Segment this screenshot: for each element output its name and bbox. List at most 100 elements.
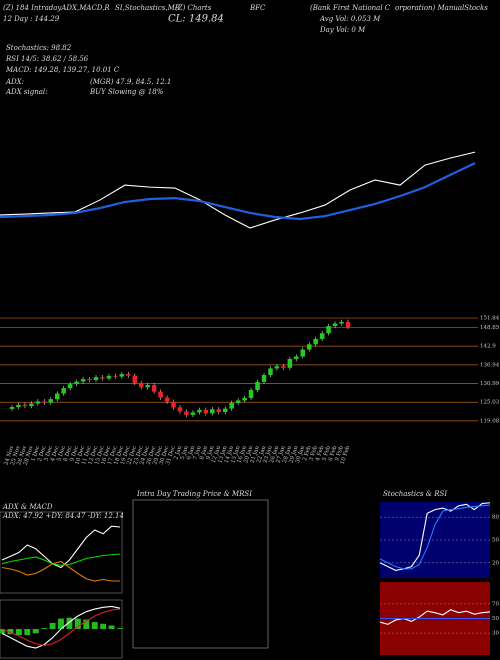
y-tick-label: 125.03 — [480, 400, 500, 406]
x-tick-label: 3 Dec — [43, 445, 54, 462]
histogram-bar — [24, 629, 31, 636]
header-text: (MGR) 47.9, 84.5, 12.1 — [90, 78, 171, 86]
header-text: ADX: — [5, 78, 24, 86]
panel-title: Stochastics & RSI — [383, 490, 447, 498]
x-tick-label: 9 Jan — [206, 445, 216, 461]
x-tick-label: 2 Jan — [173, 445, 183, 461]
candle-body — [29, 403, 34, 407]
x-tick-label: 4 Feb — [315, 445, 326, 462]
x-tick-label: 17 Dec — [107, 445, 119, 465]
x-tick-label: 6 Jan — [186, 445, 196, 461]
panel-subtitle: ADX: 47.92 +DY: 84.47 -DY: 12.14 — [2, 512, 124, 520]
series-line — [0, 162, 476, 221]
series-line — [1, 605, 121, 649]
x-tick-label: 6 Feb — [328, 445, 339, 462]
x-tick-label: 22 Dec — [126, 445, 138, 465]
candle-body — [151, 385, 157, 392]
x-tick-label: 31 Dec — [165, 445, 177, 465]
x-tick-label: 7 Jan — [193, 445, 203, 461]
x-tick-label: 19 Dec — [120, 445, 132, 465]
candle-body — [145, 385, 150, 388]
x-tick-label: 22 Jan — [256, 445, 267, 464]
histogram-bar — [41, 628, 48, 629]
header-text: CL: 149.84 — [168, 14, 224, 25]
candle-body — [106, 375, 112, 379]
candle-body — [16, 404, 21, 408]
y-tick-label: 50 — [492, 616, 499, 622]
y-tick-label: 30 — [492, 631, 499, 637]
candle-body — [42, 401, 47, 403]
x-tick-label: 26 Jan — [269, 445, 280, 464]
x-tick-label: 16 Dec — [101, 445, 113, 465]
x-tick-label: 8 Jan — [199, 445, 209, 461]
candle-body — [158, 391, 163, 398]
panel-frame — [0, 511, 123, 594]
histogram-bar — [49, 622, 56, 629]
candle-body — [332, 323, 338, 327]
candle-body — [67, 384, 73, 389]
candle-body — [126, 374, 131, 376]
x-tick-label: 5 Jan — [180, 445, 190, 461]
x-tick-label: 5 Feb — [321, 445, 332, 462]
candle-body — [216, 409, 222, 413]
header-text: ADX signal: — [5, 88, 47, 96]
header-text: BUY Slowing @ 18% — [89, 88, 164, 96]
candle-body — [203, 409, 209, 414]
panel-bg — [380, 502, 490, 578]
candle-body — [313, 338, 318, 345]
series-line — [0, 151, 476, 229]
header-text: (Z) Charts — [175, 4, 212, 12]
candle-body — [80, 379, 86, 382]
candle-body — [54, 393, 60, 400]
histogram-bar — [7, 629, 14, 635]
candle-body — [222, 408, 228, 413]
x-tick-label: 5 Dec — [56, 445, 67, 462]
candle-body — [48, 399, 54, 403]
x-tick-label: 2 Dec — [37, 445, 48, 462]
x-tick-label: 23 Jan — [263, 445, 274, 464]
x-tick-label: 30 Dec — [159, 445, 171, 465]
candle-body — [22, 404, 28, 407]
series-line — [1, 560, 120, 582]
series-line — [1, 608, 121, 647]
y-tick-label: 80 — [492, 515, 499, 521]
histogram-bar — [74, 618, 81, 629]
x-tick-label: 14 Jan — [224, 445, 235, 464]
x-tick-label: 10 Feb — [340, 445, 352, 465]
x-tick-label: 10 Dec — [75, 445, 87, 465]
y-tick-label: 148.85 — [480, 325, 500, 331]
panel-title: ADX & MACD — [2, 503, 53, 511]
candle-body — [326, 326, 331, 334]
histogram-bar — [83, 619, 90, 629]
candle-body — [210, 409, 215, 414]
y-tick-label: 142.9 — [480, 344, 496, 350]
candle-body — [61, 388, 66, 394]
x-tick-label: 12 Dec — [88, 445, 100, 465]
x-tick-label: 1 Dec — [31, 445, 42, 462]
y-tick-label: 136.94 — [480, 362, 500, 368]
y-tick-label: 50 — [492, 538, 499, 544]
x-tick-label: 20 Jan — [243, 445, 254, 464]
y-tick-label: 70 — [492, 601, 499, 607]
x-tick-label: 3 Feb — [309, 445, 320, 462]
header-text: MACD: 149.28, 139.27, 10.01 C — [5, 66, 120, 74]
header-text: (Bank First National C — [310, 4, 391, 12]
candle-body — [319, 333, 325, 339]
candle-body — [248, 390, 254, 398]
candle-body — [138, 382, 144, 388]
candle-body — [119, 374, 125, 377]
histogram-bar — [32, 629, 39, 634]
candle-body — [190, 412, 196, 415]
x-tick-label: 15 Jan — [230, 445, 241, 464]
candle-body — [294, 356, 299, 359]
header-text: Avg Vol: 0.053 M — [319, 15, 381, 23]
histogram-bar — [66, 617, 73, 629]
candle-body — [229, 402, 234, 409]
x-tick-label: 9 Dec — [69, 445, 80, 462]
candle-body — [261, 375, 267, 382]
series-line — [379, 609, 491, 625]
candle-body — [268, 368, 273, 376]
series-line — [379, 502, 491, 571]
x-tick-label: 2 Feb — [302, 445, 313, 462]
candle-body — [242, 397, 247, 401]
